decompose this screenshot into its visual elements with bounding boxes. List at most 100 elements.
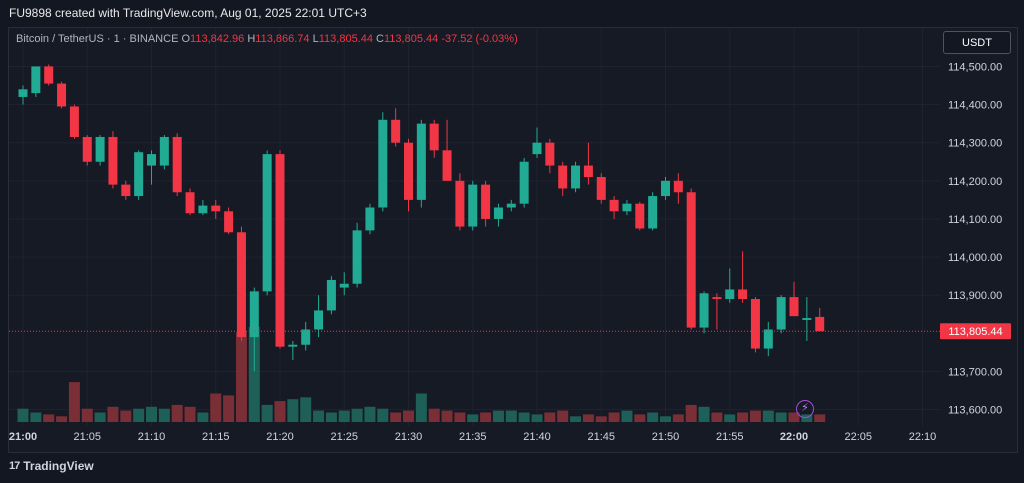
candle-body (352, 230, 362, 284)
legend-open-label: O (181, 33, 191, 45)
candle-body (699, 293, 709, 328)
volume-bar (364, 406, 376, 422)
volume-bar (43, 414, 55, 422)
volume-bar (467, 414, 479, 422)
x-tick-label: 22:00 (780, 431, 808, 443)
candle-body (519, 161, 529, 204)
volume-bar (762, 410, 774, 422)
current-price-label: 113,805.44 (948, 326, 1002, 338)
candle-body (789, 297, 799, 317)
candle-body (506, 203, 516, 208)
candle-body (275, 154, 285, 347)
candle-body (121, 184, 131, 197)
chart-panel[interactable] (8, 27, 1018, 453)
candle-body (301, 329, 311, 345)
x-tick-label: 21:05 (73, 431, 101, 443)
currency-button[interactable]: USDT (943, 31, 1011, 54)
candle-body (763, 329, 773, 349)
volume-bar (235, 331, 247, 422)
candle-body (159, 136, 169, 166)
candle-body (69, 106, 79, 137)
volume-bar (531, 414, 543, 422)
candle-body (172, 136, 182, 193)
candle-body (558, 165, 568, 189)
volume-bar (724, 414, 736, 422)
volume-bar (17, 408, 29, 422)
volume-bar (158, 408, 170, 422)
candle-body (776, 297, 786, 330)
lightning-icon[interactable]: ⚡ (796, 400, 814, 418)
candle-body (442, 150, 452, 181)
legend-open-value: 113,842.96 (190, 33, 245, 45)
x-tick-label: 21:30 (395, 431, 423, 443)
candle-body (57, 83, 67, 107)
volume-bar (505, 410, 517, 422)
candle-body (583, 165, 593, 177)
volume-bar (403, 410, 414, 422)
candle-body (532, 142, 542, 155)
candle-body (712, 297, 722, 299)
candle-body (493, 207, 503, 219)
x-tick-label: 21:50 (652, 431, 680, 443)
legend-close-label: C (376, 33, 384, 45)
volume-bar (711, 412, 723, 422)
x-tick-label: 21:35 (459, 431, 487, 443)
volume-bar (390, 412, 402, 422)
candle-body (725, 289, 735, 299)
candle-body (738, 289, 748, 299)
candle-body (262, 154, 272, 292)
tradingview-logo-icon: 17 (9, 460, 20, 472)
y-tick-label: 113,600.00 (948, 405, 1002, 417)
candle-body (750, 299, 760, 349)
volume-bar (737, 412, 749, 422)
volume-bar (81, 408, 93, 422)
volume-bar (351, 408, 363, 422)
candle-body (622, 203, 632, 212)
legend-change: -37.52 (-0.03%) (441, 33, 518, 45)
volume-bar (338, 410, 350, 422)
volume-bar (261, 404, 273, 422)
candle-body (391, 119, 401, 143)
candle-body (609, 199, 619, 212)
candle-body (416, 123, 426, 200)
tradingview-logo-text: TradingView (23, 459, 94, 473)
volume-bar (415, 393, 427, 422)
x-tick-label: 21:40 (523, 431, 551, 443)
legend-close-value: 113,805.44 (384, 33, 439, 45)
volume-bar (94, 412, 106, 422)
volume-bar (685, 404, 697, 422)
candle-body (802, 318, 812, 320)
y-tick-label: 114,400.00 (948, 100, 1002, 112)
x-tick-label: 22:10 (909, 431, 937, 443)
candle-body (339, 283, 349, 288)
volume-bar (454, 412, 466, 422)
volume-bar (647, 412, 659, 422)
volume-bar (492, 410, 504, 422)
volume-bar (672, 414, 684, 422)
volume-bar (660, 416, 671, 422)
legend-high-label: H (247, 33, 256, 45)
candle-body (378, 119, 388, 208)
candle-body (404, 142, 413, 200)
current-price-badge (940, 323, 1011, 340)
candle-body (815, 316, 825, 332)
volume-bar (287, 399, 299, 422)
volume-bar (557, 410, 569, 422)
y-tick-label: 114,200.00 (948, 176, 1002, 188)
legend-high-value: 113,866.74 (255, 33, 310, 45)
legend-symbol: Bitcoin / TetherUS · 1 · BINANCE (16, 33, 179, 45)
volume-bar (325, 412, 337, 422)
candle-body (596, 177, 606, 200)
candle-body (108, 136, 118, 185)
candle-body (249, 291, 259, 338)
ohlc-legend: Bitcoin / TetherUS · 1 · BINANCE O113,84… (16, 33, 518, 45)
volume-bar (570, 416, 582, 422)
tradingview-logo: 17 TradingView (9, 459, 94, 473)
candle-body (455, 180, 465, 227)
volume-bar (133, 408, 145, 422)
x-tick-label: 21:15 (202, 431, 230, 443)
volume-bar (210, 393, 222, 422)
volume-bar (621, 410, 633, 422)
volume-bar (120, 410, 132, 422)
